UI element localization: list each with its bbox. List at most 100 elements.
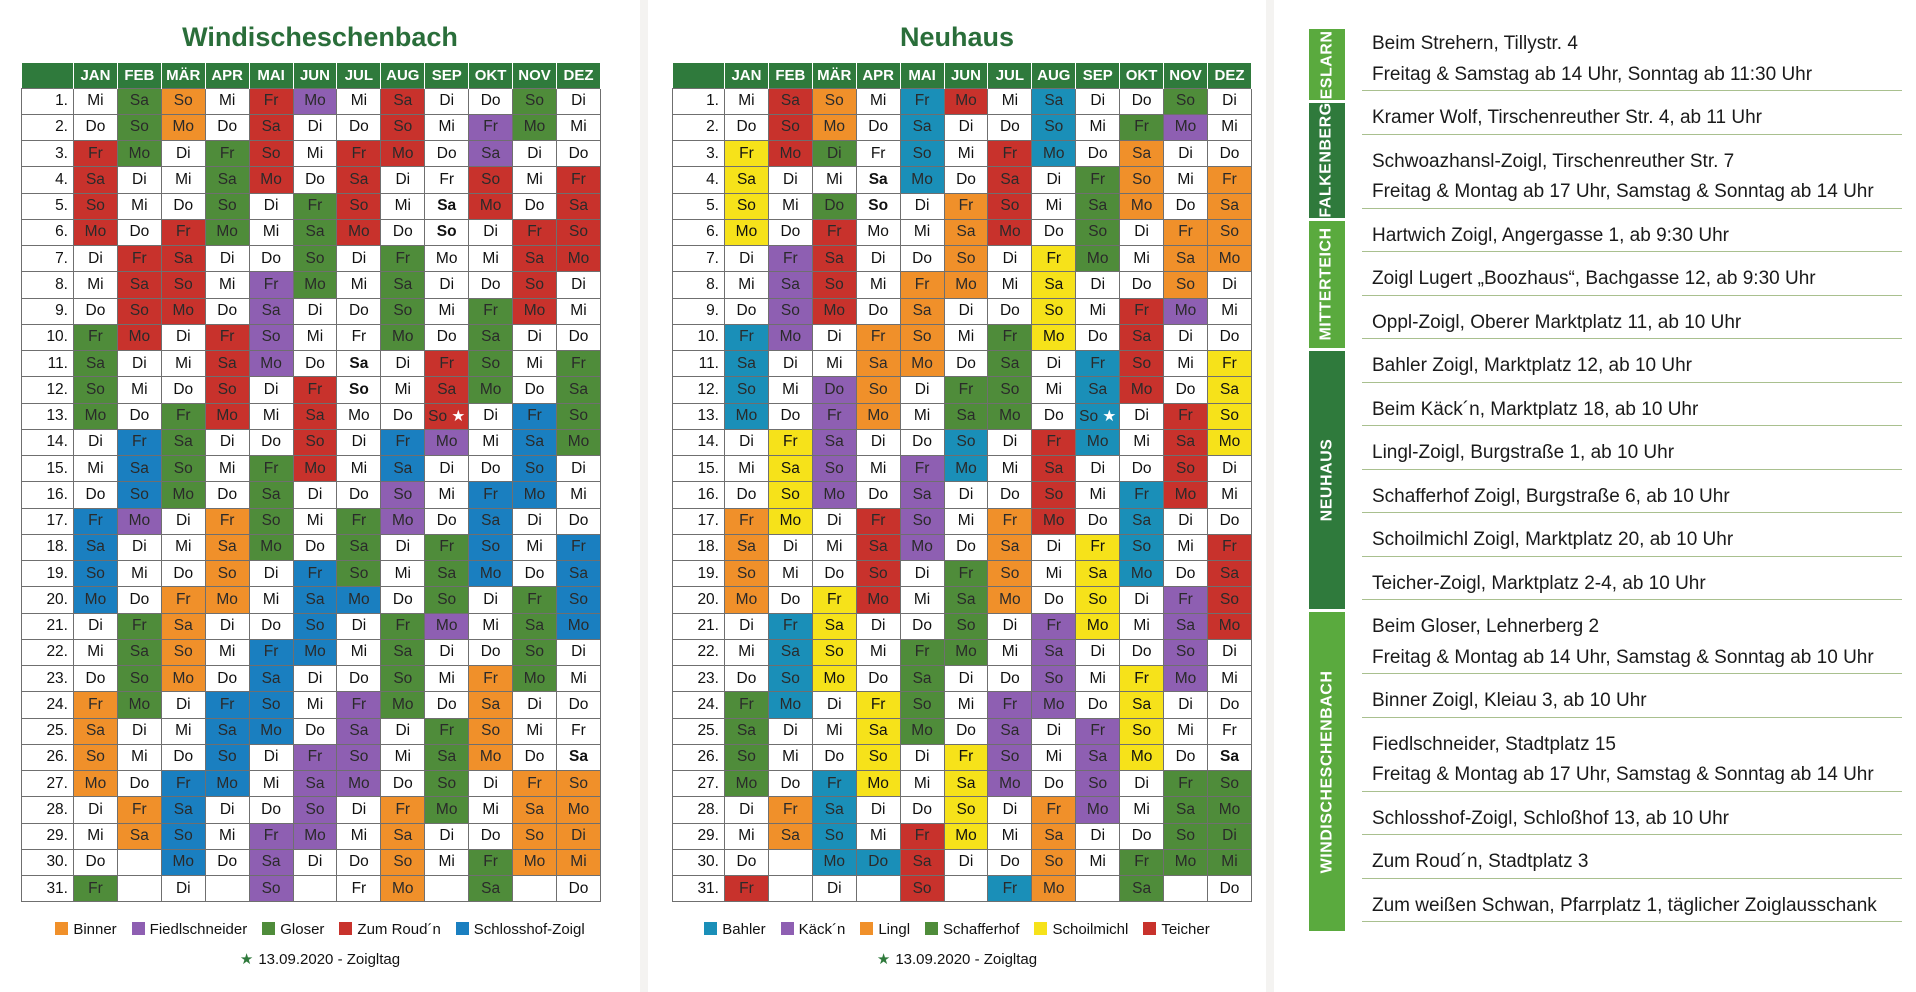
legend-label: Binner — [73, 921, 117, 938]
calendar-cell: Sa — [116, 638, 162, 667]
calendar-row: 20. Mo Do Fr Mo Mi Sa Mo Do So Di Fr So — [672, 586, 1253, 614]
calendar-cell: Mi — [1163, 533, 1208, 562]
month-header: JAN — [73, 63, 118, 88]
calendar-cell: Mo — [987, 402, 1033, 430]
calendar-cell: Fr — [987, 874, 1033, 903]
calendar-cell: So — [204, 192, 250, 220]
calendar-cell: Fr — [767, 244, 813, 273]
calendar-cell: Do — [724, 297, 769, 325]
calendar-cell: So — [899, 139, 945, 168]
calendar-cell: Di — [899, 376, 945, 404]
calendar-cell: Do — [724, 664, 769, 693]
legend-item: Schoilmichl — [1034, 921, 1128, 938]
calendar-cell: Do — [468, 454, 514, 483]
calendar-cell: Fr — [767, 796, 813, 824]
calendar-cell: Do — [855, 297, 901, 325]
calendar-cell: Do — [512, 376, 557, 404]
calendar-cell: Do — [336, 664, 382, 693]
calendar-cell: Do — [855, 481, 901, 509]
calendar-cell: Di — [555, 271, 602, 299]
calendar-cell: Di — [943, 664, 989, 693]
calendar-cell: Mo — [943, 87, 989, 115]
calendar-cell: Di — [767, 349, 813, 378]
venue-line: Zum Roud´n, Stadtplatz 3 — [1372, 851, 1589, 872]
day-number: 28. — [672, 796, 725, 824]
calendar-cell: So ★ — [424, 402, 470, 430]
legend-label: Zum Roud´n — [357, 921, 441, 938]
day-number: 26. — [21, 743, 74, 772]
calendar-cell — [204, 874, 250, 903]
calendar-cell: So — [292, 244, 338, 273]
calendar-cell: Do — [767, 218, 813, 247]
calendar-cell: So — [855, 743, 901, 772]
calendar-title: Windischeschenbach — [182, 22, 458, 52]
calendar-cell: Mo — [73, 586, 118, 614]
calendar-cell: Mi — [336, 822, 382, 850]
day-number: 8. — [21, 271, 74, 299]
venue-line: Schwoazhansl-Zoigl, Tirschenreuther Str.… — [1372, 150, 1735, 172]
calendar-cell: Sa — [1031, 271, 1077, 299]
calendar-cell: Mi — [987, 638, 1033, 667]
legend-label: Fiedlschneider — [149, 921, 248, 938]
calendar-cell: Di — [943, 481, 989, 509]
venue-line: Binner Zoigl, Kleiau 3, ab 10 Uhr — [1372, 690, 1647, 711]
calendar-cell: Mo — [468, 192, 514, 220]
calendar-cell: Di — [204, 428, 250, 457]
calendar-row: 30. Do Mo Do Sa Di Do So Mi Fr Mo Mi — [672, 848, 1253, 877]
calendar-cell: Di — [116, 349, 162, 378]
calendar-cell: Sa — [1075, 192, 1121, 220]
calendar-cell: Di — [424, 271, 470, 299]
calendar-cell: Do — [943, 166, 989, 194]
calendar-cell: Mi — [336, 454, 382, 483]
calendar-cell: Mi — [811, 349, 857, 378]
calendar-cell: Di — [1119, 769, 1165, 798]
calendar-cell: So ★ — [1075, 402, 1121, 430]
calendar-cell: Do — [1206, 139, 1253, 168]
town-label: ESLARN — [1309, 29, 1345, 100]
calendar-cell: Di — [380, 349, 426, 378]
calendar-cell: Sa — [811, 244, 857, 273]
calendar-cell: Sa — [943, 586, 989, 614]
calendar-cell: Di — [380, 533, 426, 562]
calendar-cell: Fr — [116, 244, 162, 273]
calendar-cell: Do — [1031, 586, 1077, 614]
month-header-row: JAN FEB MÄR APR MAI JUN JUL AUG SEP OKT NOV DEZ — [672, 63, 1253, 88]
calendar-cell: Do — [1206, 323, 1253, 352]
calendar-cell: Do — [512, 559, 557, 588]
calendar-cell: Fr — [855, 323, 901, 352]
calendar-cell: So — [767, 297, 813, 325]
calendar-cell: Sa — [899, 848, 945, 877]
calendar-cell: Fr — [1031, 612, 1077, 640]
calendar-cell: Mi — [336, 87, 382, 115]
calendar-cell: Mi — [724, 271, 769, 299]
legend-item: Fiedlschneider — [131, 921, 248, 938]
calendar-cell — [116, 848, 162, 877]
month-header: APR — [205, 63, 250, 88]
calendar-cell: Do — [380, 586, 426, 614]
calendar-cell: Di — [1075, 822, 1121, 850]
calendar-cell: So — [292, 796, 338, 824]
town-label-text: FALKENBERG — [1318, 102, 1336, 218]
calendar-cell: Mi — [811, 717, 857, 745]
calendar-cell: Sa — [160, 612, 206, 640]
calendar-cell: Mo — [116, 691, 162, 719]
calendar-cell: Fr — [987, 691, 1033, 719]
calendar-cell: Fr — [248, 638, 294, 667]
calendar-cell: Mi — [336, 638, 382, 667]
calendar-cell: Fr — [1119, 848, 1165, 877]
day-number: 5. — [21, 192, 74, 220]
calendar-cell: Sa — [1206, 559, 1253, 588]
calendar-cell: Mi — [248, 769, 294, 798]
legend-item: Bahler — [704, 921, 766, 938]
venue-line: Zum weißen Schwan, Pfarrplatz 1, täglich… — [1372, 894, 1877, 916]
calendar-cell: Sa — [336, 166, 382, 194]
calendar-cell: Mo — [943, 638, 989, 667]
calendar-cell: Di — [987, 428, 1033, 457]
calendar-cell: So — [73, 743, 118, 772]
calendar-cell: Di — [292, 113, 338, 142]
calendar-cell: Mi — [724, 87, 769, 115]
calendar-cell: Sa — [1163, 428, 1208, 457]
calendar-cell: Sa — [899, 664, 945, 693]
day-number: 19. — [672, 559, 725, 588]
calendar-cell: Do — [380, 218, 426, 247]
